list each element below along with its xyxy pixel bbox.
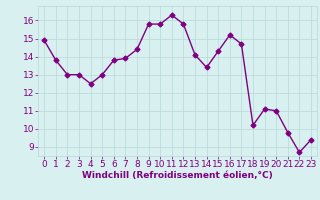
X-axis label: Windchill (Refroidissement éolien,°C): Windchill (Refroidissement éolien,°C)	[82, 171, 273, 180]
